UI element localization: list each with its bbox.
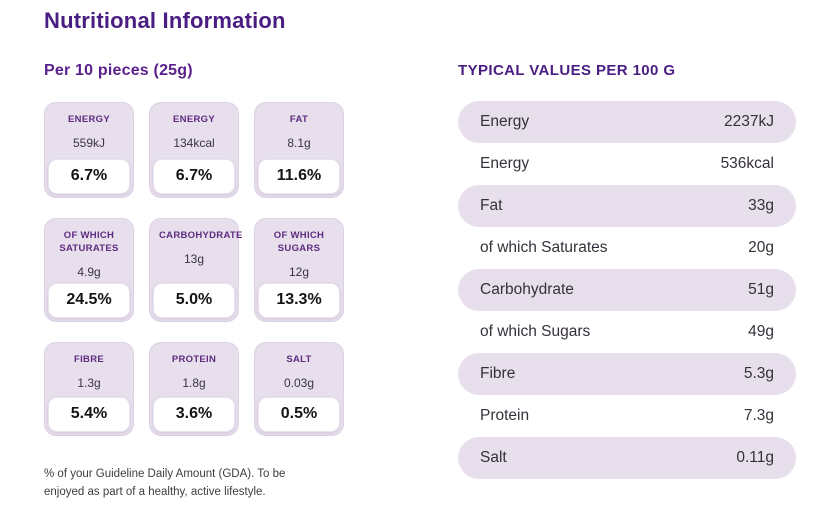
page-title: Nutritional Information xyxy=(44,8,286,33)
row-value: 51g xyxy=(748,281,774,298)
nutrient-amount: 1.3g xyxy=(77,375,101,390)
nutrient-label: OF WHICH SATURATES xyxy=(59,230,119,254)
row-label: of which Saturates xyxy=(480,239,608,256)
row-value: 33g xyxy=(748,197,774,214)
nutrient-label: SALT xyxy=(286,354,312,365)
gda-card-carbohydrate: CARBOHYDRATE 13g 5.0% xyxy=(149,218,243,322)
table-row: Energy 2237kJ xyxy=(458,101,796,143)
nutrient-label: PROTEIN xyxy=(171,354,217,365)
row-value: 0.11g xyxy=(736,449,774,466)
gda-percent-badge: 0.5% xyxy=(258,397,340,432)
nutrient-amount: 4.9g xyxy=(77,264,101,279)
gda-card-protein: PROTEIN 1.8g 3.6% xyxy=(149,342,239,436)
gda-card-salt: SALT 0.03g 0.5% xyxy=(254,342,344,436)
nutrient-amount: 1.8g xyxy=(182,375,206,390)
typical-values-section: TYPICAL VALUES PER 100 G Energy 2237kJ E… xyxy=(458,62,796,479)
table-row: of which Saturates 20g xyxy=(458,227,796,269)
nutrient-label: ENERGY xyxy=(173,114,215,125)
row-label: Fibre xyxy=(480,365,516,382)
table-row: Energy 536kcal xyxy=(458,143,796,185)
row-label: Carbohydrate xyxy=(480,281,574,298)
row-label: Energy xyxy=(480,113,530,130)
per-serving-heading: Per 10 pieces (25g) xyxy=(44,62,193,79)
gda-card-sugars: OF WHICH SUGARS 12g 13.3% xyxy=(254,218,344,322)
nutrient-amount: 8.1g xyxy=(287,135,311,150)
row-label: Energy xyxy=(480,155,530,172)
row-label: Fat xyxy=(480,197,503,214)
gda-card-energy-kcal: ENERGY 134kcal 6.7% xyxy=(149,102,239,198)
row-value: 7.3g xyxy=(743,407,774,424)
row-value: 49g xyxy=(748,323,774,340)
row-value: 536kcal xyxy=(720,155,774,172)
gda-footnote: % of your Guideline Daily Amount (GDA). … xyxy=(44,468,286,498)
typical-values-heading: TYPICAL VALUES PER 100 G xyxy=(458,62,676,79)
gda-card-saturates: OF WHICH SATURATES 4.9g 24.5% xyxy=(44,218,134,322)
nutrient-label: CARBOHYDRATE xyxy=(159,230,243,241)
nutrient-label: OF WHICH SUGARS xyxy=(273,230,325,254)
nutrient-label: ENERGY xyxy=(68,114,110,125)
table-row: Carbohydrate 51g xyxy=(458,269,796,311)
gda-card-fibre: FIBRE 1.3g 5.4% xyxy=(44,342,134,436)
nutrient-amount: 12g xyxy=(288,264,310,279)
nutrient-label: FAT xyxy=(289,114,309,125)
gda-percent-badge: 11.6% xyxy=(258,159,340,194)
row-value: 5.3g xyxy=(743,365,774,382)
gda-percent-badge: 6.7% xyxy=(48,159,130,194)
typical-values-table: Energy 2237kJ Energy 536kcal Fat 33g of … xyxy=(458,101,796,479)
gda-card-fat: FAT 8.1g 11.6% xyxy=(254,102,344,198)
table-row: Fat 33g xyxy=(458,185,796,227)
row-label: Protein xyxy=(480,407,530,424)
table-row: of which Sugars 49g xyxy=(458,311,796,353)
nutrient-amount: 559kJ xyxy=(72,135,106,150)
gda-card-energy-kj: ENERGY 559kJ 6.7% xyxy=(44,102,134,198)
gda-percent-badge: 13.3% xyxy=(258,283,340,318)
nutrient-amount: 134kcal xyxy=(173,135,215,150)
gda-card-grid: ENERGY 559kJ 6.7% ENERGY 134kcal 6.7% FA… xyxy=(44,102,344,436)
gda-percent-badge: 5.4% xyxy=(48,397,130,432)
table-row: Salt 0.11g xyxy=(458,437,796,479)
row-label: Salt xyxy=(480,449,507,466)
row-value: 20g xyxy=(748,239,774,256)
gda-percent-badge: 3.6% xyxy=(153,397,235,432)
per-serving-section: Per 10 pieces (25g) ENERGY 559kJ 6.7% EN… xyxy=(44,62,344,502)
gda-percent-badge: 5.0% xyxy=(153,283,235,318)
row-label: of which Sugars xyxy=(480,323,591,340)
table-row: Protein 7.3g xyxy=(458,395,796,437)
table-row: Fibre 5.3g xyxy=(458,353,796,395)
gda-percent-badge: 24.5% xyxy=(48,283,130,318)
row-value: 2237kJ xyxy=(724,113,774,130)
nutrient-amount: 0.03g xyxy=(283,375,315,390)
nutrient-amount: 13g xyxy=(183,251,205,266)
gda-percent-badge: 6.7% xyxy=(153,159,235,194)
nutrient-label: FIBRE xyxy=(74,354,104,365)
